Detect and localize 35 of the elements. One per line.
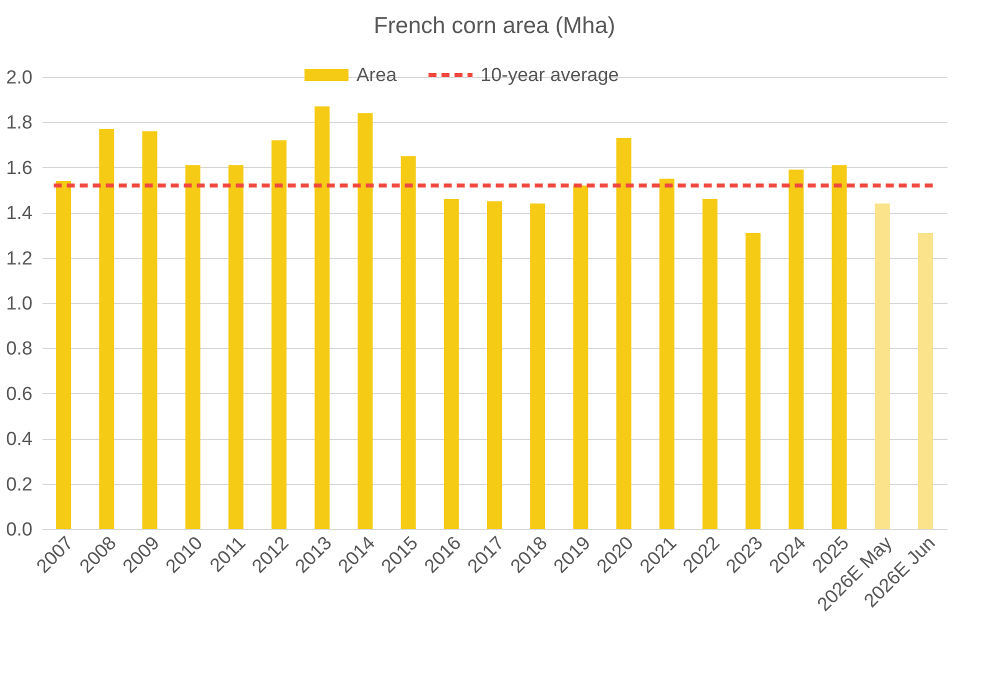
bar bbox=[358, 113, 373, 529]
y-tick-label: 0.2 bbox=[6, 474, 32, 496]
bar bbox=[616, 138, 632, 529]
bar bbox=[573, 185, 588, 529]
bar bbox=[99, 128, 114, 529]
bar bbox=[314, 106, 330, 529]
y-tick-label: 2.0 bbox=[6, 68, 32, 88]
bar bbox=[874, 204, 890, 529]
y-tick-label: 1.6 bbox=[6, 158, 32, 179]
y-tick-label: 0.4 bbox=[6, 429, 33, 450]
y-tick-label: 1.4 bbox=[6, 203, 33, 224]
bar bbox=[746, 232, 761, 529]
bar bbox=[702, 199, 718, 529]
bar bbox=[487, 201, 502, 529]
bar bbox=[530, 204, 546, 529]
bar bbox=[272, 140, 287, 529]
bar bbox=[142, 131, 158, 529]
legend-label: 10-year average bbox=[480, 65, 619, 86]
y-tick-label: 1.8 bbox=[6, 112, 32, 134]
bar bbox=[444, 199, 459, 529]
bar bbox=[228, 165, 244, 529]
y-tick-label: 0.8 bbox=[6, 338, 32, 360]
chart-title: French corn area (Mha) bbox=[374, 12, 616, 38]
y-tick-label: 1.0 bbox=[6, 294, 32, 314]
bar bbox=[56, 180, 72, 529]
bar bbox=[400, 156, 416, 529]
y-tick-label: 0.6 bbox=[6, 384, 32, 405]
legend-label: Area bbox=[356, 65, 398, 86]
bar bbox=[659, 178, 674, 529]
bar bbox=[185, 165, 200, 529]
bar bbox=[788, 170, 804, 529]
bar bbox=[918, 232, 933, 529]
y-tick-label: 1.2 bbox=[6, 248, 32, 270]
y-tick-label: 0.0 bbox=[6, 520, 32, 540]
bar bbox=[832, 165, 847, 529]
